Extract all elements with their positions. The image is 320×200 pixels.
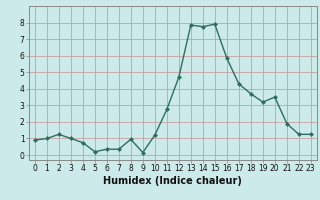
X-axis label: Humidex (Indice chaleur): Humidex (Indice chaleur) [103,176,242,186]
